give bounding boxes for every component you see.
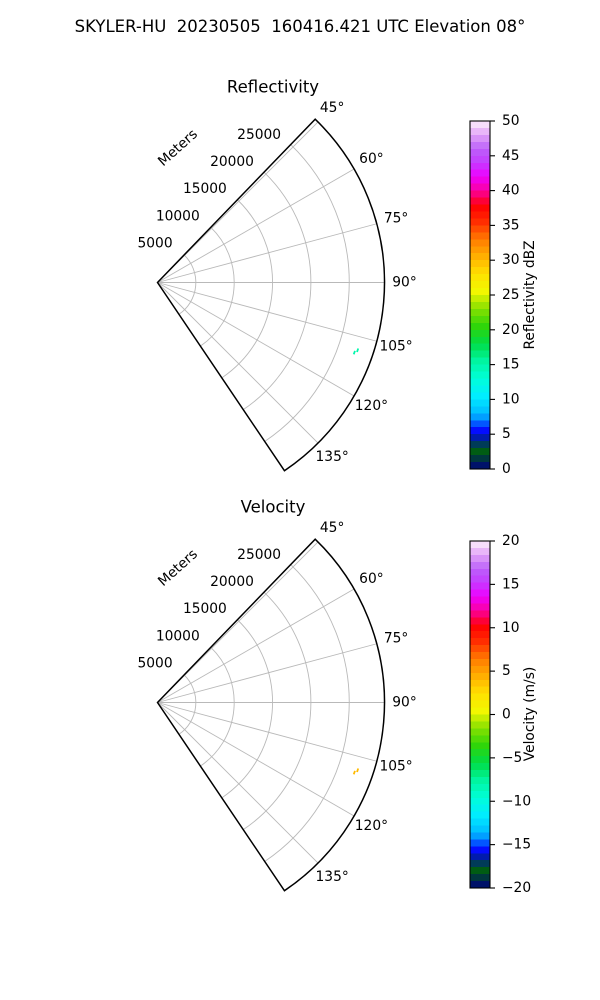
radar-gate (356, 768, 360, 773)
angle-tick-label: 75° (384, 631, 408, 647)
colorbar-tick-label: 40 (502, 183, 520, 199)
colorbar-tick-label: −15 (502, 837, 531, 853)
angle-tick-label: 45° (320, 100, 344, 116)
colorbar-tick-label: 0 (502, 707, 511, 723)
radar-gate (352, 350, 356, 355)
grid-ring (221, 199, 273, 379)
colorbar-reflectivity: 0 5 10 15 20 25 30 35 40 45 50 (469, 113, 520, 477)
angle-tick-label: 135° (316, 449, 349, 465)
grid-ring (243, 171, 312, 411)
radial-tick-label: 15000 (183, 601, 227, 617)
angle-tick-label: 75° (384, 211, 408, 227)
grid-spoke (157, 588, 355, 703)
angle-tick-label: 90° (392, 695, 416, 711)
angle-tick-label: 60° (359, 151, 383, 167)
angle-tick-label: 135° (316, 869, 349, 885)
grid-spoke (157, 643, 377, 703)
angle-tick-label: 105° (379, 338, 412, 354)
radar-gate (356, 348, 360, 353)
grid-ring (221, 619, 273, 799)
angle-tick-label: 120° (355, 818, 388, 834)
colorbar-tick-label: 10 (502, 620, 520, 636)
plot-title-reflectivity: Reflectivity (226, 77, 320, 97)
radial-tick-label: 10000 (156, 208, 200, 224)
sector-boundary (156, 118, 386, 472)
colorbar-tick-label: 0 (502, 461, 511, 477)
radial-tick-label: 20000 (210, 154, 254, 170)
grid-ring (243, 591, 312, 831)
colorbar-tick-label: 45 (502, 148, 520, 164)
grid-ring (264, 564, 350, 862)
radial-axis-label: Meters (155, 126, 201, 169)
colorbar-gradient (469, 540, 491, 889)
grid-spoke (157, 223, 377, 283)
grid-ring (178, 254, 197, 315)
colorbar-tick-label: −10 (502, 793, 531, 809)
colorbar-tick-label: 15 (502, 576, 520, 592)
colorbar-tick-label: 20 (502, 533, 520, 549)
colorbar-velocity: 20 15 10 5 0 −5 −10 −15 −20 (469, 533, 531, 896)
colorbar-gradient (469, 120, 491, 470)
radar-gate (352, 770, 356, 775)
radial-tick-label: 10000 (156, 628, 200, 644)
colorbar-tick-label: 25 (502, 287, 520, 303)
grid-spoke (157, 702, 377, 762)
angle-tick-label: 45° (320, 520, 344, 536)
colorbar-tick-label: 5 (502, 426, 511, 442)
angle-tick-label: 105° (379, 758, 412, 774)
colorbar-tick-label: −5 (502, 750, 522, 766)
figure-title: SKYLER-HU 20230505 160416.421 UTC Elevat… (74, 17, 526, 36)
grid-spoke (157, 282, 377, 342)
radial-tick-label: 5000 (137, 235, 172, 251)
colorbar-tick-label: 10 (502, 391, 520, 407)
radial-tick-label: 20000 (210, 574, 254, 590)
colorbar-tick-label: 15 (502, 357, 520, 373)
sector-boundary (156, 538, 386, 892)
colorbar-tick-label: 50 (502, 113, 520, 129)
angle-tick-label: 90° (392, 275, 416, 291)
grid-spoke (157, 282, 355, 397)
colorbar-tick-label: 35 (502, 217, 520, 233)
grid-ring (264, 144, 350, 442)
grid-spoke (157, 168, 355, 283)
radial-tick-label: 15000 (183, 181, 227, 197)
angle-tick-label: 120° (355, 398, 388, 414)
grid-spoke (157, 702, 319, 864)
radial-axis-label: Meters (155, 546, 201, 589)
angle-tick-label: 60° (359, 571, 383, 587)
colorbar-tick-label: 5 (502, 663, 511, 679)
grid-spoke (157, 282, 319, 444)
grid-spoke (157, 702, 355, 817)
grid-ring (200, 647, 235, 767)
colorbar-tick-label: 20 (502, 322, 520, 338)
radial-tick-label: 5000 (137, 655, 172, 671)
grid-ring (200, 227, 235, 347)
colorbar-tick-label: 30 (502, 252, 520, 268)
polar-plot-reflectivity: 45° 60° 75° 90° 105° 120° 135° 5000 10000 15000 20… (137, 100, 417, 472)
plot-title-velocity: Velocity (240, 497, 306, 517)
radial-tick-label: 25000 (237, 547, 281, 563)
grid-ring (178, 674, 197, 735)
polar-plot-velocity: 45° 60° 75° 90° 105° 120° 135° 5000 10000 15000 20… (137, 520, 417, 892)
colorbar-tick-label: −20 (502, 880, 531, 896)
radial-tick-label: 25000 (237, 127, 281, 143)
